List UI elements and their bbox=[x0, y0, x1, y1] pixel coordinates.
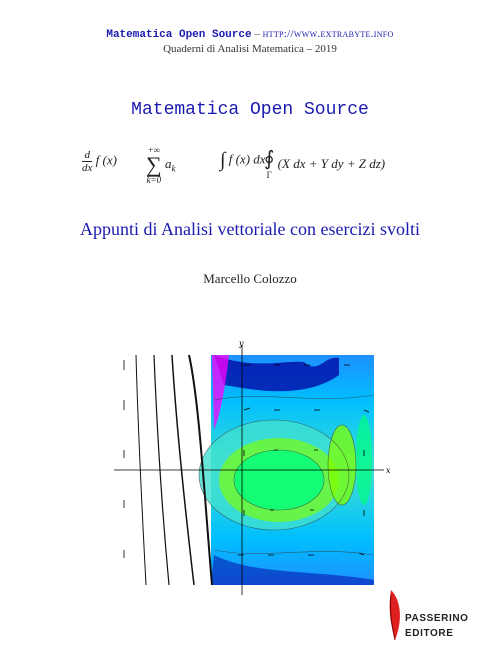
publisher-logo bbox=[389, 590, 400, 641]
header-subtitle: Quaderni di Analisi Matematica – 2019 bbox=[163, 43, 337, 55]
derivative-formula: d dx f (x) bbox=[82, 149, 117, 174]
publisher-line-2: EDITORE bbox=[405, 628, 454, 639]
plot-region-right-green bbox=[356, 415, 372, 505]
series-formula: +∞ ∑ k=0 ak bbox=[146, 145, 175, 185]
integral-body: f (x) dx bbox=[228, 151, 266, 167]
plot-vector-arrows bbox=[123, 360, 370, 558]
contour-integral-sign: ∮ bbox=[264, 148, 275, 170]
book-title: Appunti di Analisi vettoriale con eserci… bbox=[80, 219, 420, 239]
plot-singular-curve bbox=[171, 354, 195, 586]
plot-region-right-lime bbox=[328, 425, 356, 505]
contour-subscript: Γ bbox=[266, 170, 272, 180]
sigma-symbol: +∞ ∑ k=0 bbox=[146, 145, 162, 185]
plot-region-magenta bbox=[212, 355, 229, 430]
derivative-fraction: d dx bbox=[82, 149, 93, 174]
header-line-1: Matematica Open Source – http://www.extr… bbox=[0, 27, 500, 42]
plot-region-dark-bottom bbox=[211, 555, 374, 585]
integral-formula: ∫ f (x) dx bbox=[220, 149, 266, 172]
sum-upper-limit: +∞ bbox=[147, 145, 161, 155]
sum-subscript: k bbox=[171, 163, 176, 174]
derivative-function: f (x) bbox=[95, 152, 117, 168]
series-title: Matematica Open Source bbox=[131, 100, 369, 120]
feather-quill-icon bbox=[390, 594, 396, 641]
plot-region-dark-top bbox=[214, 355, 339, 392]
publisher-name: PASSERINO EDITORE bbox=[405, 611, 469, 641]
sum-term: a bbox=[164, 155, 172, 171]
sum-lower-limit: k=0 bbox=[146, 175, 162, 185]
derivative-denominator: dx bbox=[82, 162, 93, 174]
plot-region-green bbox=[234, 450, 324, 510]
plot-contour-lines bbox=[198, 394, 375, 556]
integral-sign: ∫ bbox=[220, 149, 226, 171]
publisher-line-1: PASSERINO bbox=[405, 613, 469, 624]
vector-field-plot: x y bbox=[114, 340, 391, 595]
contour-integral: ∮ Γ bbox=[264, 149, 274, 181]
header-separator: – bbox=[254, 28, 260, 40]
line-integral-formula: ∮ Γ (X dx + Y dy + Z dz) bbox=[264, 149, 385, 181]
header-url-link[interactable]: http://www.extrabyte.info bbox=[262, 28, 394, 40]
x-axis-label: x bbox=[386, 466, 391, 475]
author-name: Marcello Colozzo bbox=[203, 271, 297, 286]
header-brand: Matematica Open Source bbox=[106, 29, 252, 41]
derivative-numerator: d bbox=[82, 149, 93, 162]
page-header: Matematica Open Source – http://www.extr… bbox=[0, 27, 500, 56]
y-axis-label: y bbox=[238, 340, 244, 348]
line-integral-body: (X dx + Y dy + Z dz) bbox=[277, 155, 386, 171]
plot-singular-curve bbox=[188, 354, 213, 586]
sigma-glyph: ∑ bbox=[146, 152, 162, 177]
